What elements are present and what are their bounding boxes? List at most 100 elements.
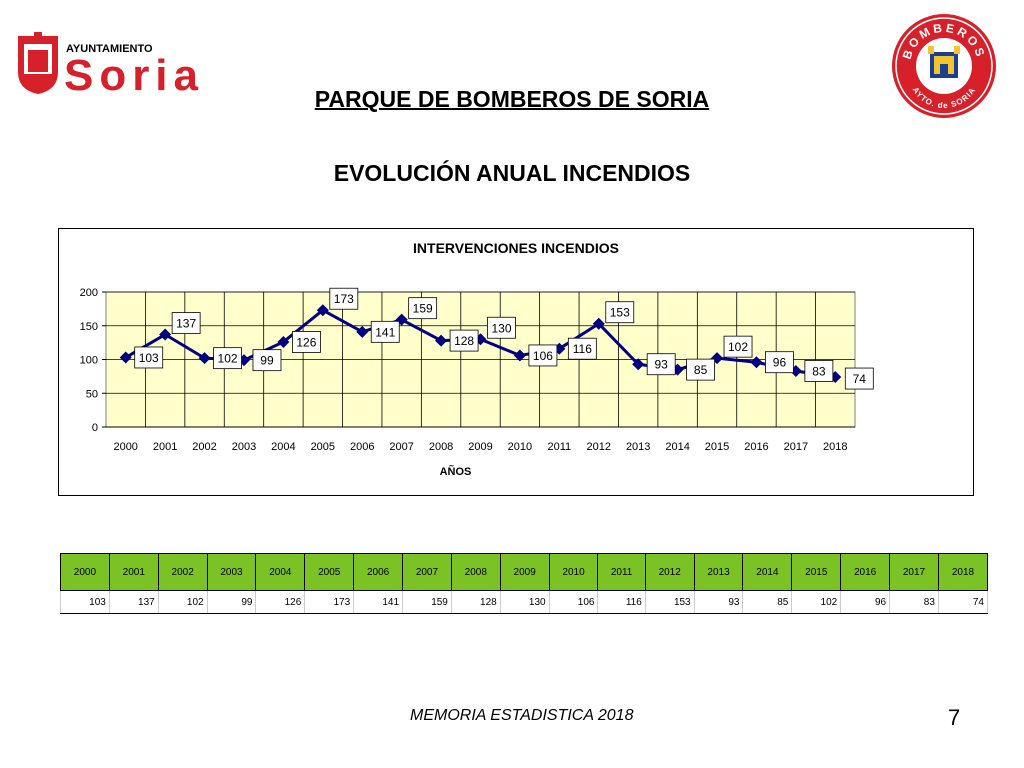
table-year-header: 2007 [402,553,452,591]
data-label: 130 [491,321,511,335]
data-point-marker [198,352,211,365]
table-value-cell: 74 [938,590,989,614]
castle-emblem-icon [928,46,960,78]
data-label-box [370,320,400,343]
table-year-header: 2008 [450,553,501,591]
table-year-header: 2001 [108,553,159,591]
x-tick-label: 2018 [823,441,847,453]
table-year-header: 2016 [840,553,891,591]
chart-title: INTERVENCIONES INCENDIOS [413,240,619,256]
data-label: 102 [218,352,238,366]
page-number: 7 [948,705,961,730]
table-values-row: 103 137 102 99 126 173 141 159 128 130 106 116 153 93… [60,590,989,614]
x-tick-label: 2016 [744,441,768,453]
table-year-header: 2009 [499,553,550,591]
table-value-cell: 116 [597,590,646,614]
data-label-box [567,337,597,360]
x-tick-label: 2012 [587,441,611,453]
data-label: 137 [176,317,196,331]
table-year-header: 2013 [693,553,744,591]
table-value-cell: 106 [549,590,599,614]
x-tick-label: 2006 [350,441,374,453]
data-label: 173 [334,292,354,306]
x-tick-label: 2017 [784,441,808,453]
data-label-box [252,349,282,372]
x-tick-label: 2010 [508,441,532,453]
table-value-cell: 102 [158,590,208,614]
x-tick-label: 2004 [271,441,295,453]
table-year-header: 2002 [157,553,208,591]
data-point-marker [119,351,132,364]
footer-text: MEMORIA ESTADISTICA 2018 [410,707,634,724]
y-tick-label: 200 [80,287,98,299]
x-tick-label: 2011 [548,441,572,453]
data-label-box [449,329,479,352]
table-year-header: 2011 [597,553,646,591]
table-year-header: 2018 [937,553,989,591]
table-year-header: 2012 [644,553,695,591]
data-label-box [646,353,676,376]
table-year-header: 2010 [548,553,599,591]
table-year-header: 2014 [742,553,793,591]
data-label: 126 [296,335,316,349]
data-label: 141 [375,325,395,339]
table-value-cell: 99 [207,590,257,614]
data-point-marker [356,325,369,338]
data-label-box [723,335,753,358]
table-value-cell: 130 [500,590,550,614]
data-label: 153 [610,306,630,320]
table-value-cell: 126 [255,590,306,614]
data-label-box [134,346,164,369]
x-tick-label: 2013 [626,441,650,453]
data-point-marker [750,356,763,369]
data-point-marker [592,317,605,330]
table-value-cell: 141 [353,590,404,614]
data-label-box [171,312,201,334]
data-label-box [487,316,516,339]
data-point-marker [513,349,526,362]
ayuntamiento-soria-logo: AYUNTAMIENTO Soria [18,32,199,94]
table-year-header: 2005 [304,553,355,591]
table-value-cell: 83 [889,590,939,614]
table-value-cell: 93 [694,590,744,614]
table-year-header: 2003 [206,553,257,591]
data-label: 83 [812,364,826,378]
data-label: 106 [533,349,553,363]
table-year-header: 2004 [255,553,306,591]
x-tick-label: 2002 [192,441,216,453]
data-label: 99 [260,354,274,368]
y-tick-label: 50 [86,388,98,400]
table-header-row: 2000 2001 2002 2003 2004 2005 2006 2007 2008 2009… [60,553,989,591]
data-label: 74 [853,372,867,386]
table-year-header: 2017 [889,553,939,591]
data-point-marker [632,358,645,371]
table-year-header: 2006 [353,553,404,591]
table-year-header: 2015 [791,553,842,591]
castle-shield-icon [18,32,58,94]
x-tick-label: 2009 [468,441,492,453]
x-tick-label: 2015 [705,441,729,453]
page-subtitle: EVOLUCIÓN ANUAL INCENDIOS [333,160,691,186]
table-value-cell: 173 [304,590,355,614]
table-year-header: 2000 [60,553,110,591]
annual-data-table: 2000 2001 2002 2003 2004 2005 2006 2007 2008 2009… [60,553,989,614]
data-point-marker [435,334,448,347]
page-title: PARQUE DE BOMBEROS DE SORIA [0,86,1024,113]
data-label: 93 [655,358,669,372]
incidents-line-chart: INTERVENCIONES INCENDIOS 0 50 100 150 200 2000… [58,228,974,496]
data-label-box [528,344,558,367]
data-point-marker [159,328,172,341]
data-label-box [605,301,635,324]
logo-soria-text: Soria [64,51,199,94]
y-tick-label: 0 [92,422,98,434]
data-point-marker [277,335,290,348]
logo-ayuntamiento-text: AYUNTAMIENTO [66,43,153,55]
table-value-cell: 96 [840,590,891,614]
data-point-marker [316,304,329,317]
data-label: 116 [573,342,592,356]
x-axis-label: AÑOS [440,465,472,478]
table-value-cell: 103 [60,590,110,614]
data-label-box [408,297,438,320]
data-label-box [329,287,359,310]
page-title-text: PARQUE DE BOMBEROS DE SORIA [314,86,710,112]
